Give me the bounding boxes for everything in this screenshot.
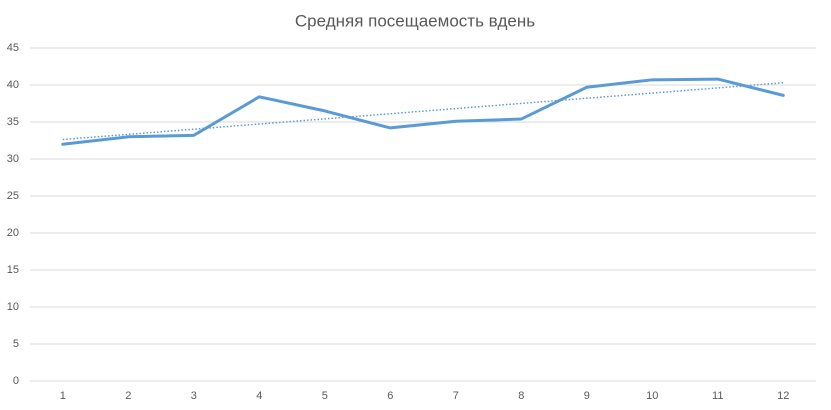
y-tick-label: 25 [7, 190, 19, 202]
x-tick-label: 3 [191, 390, 197, 402]
x-tick-label: 1 [60, 390, 66, 402]
y-tick-label: 10 [7, 301, 19, 313]
x-tick-label: 7 [453, 390, 459, 402]
x-tick-label: 10 [646, 390, 658, 402]
x-tick-label: 4 [256, 390, 262, 402]
line-series [61, 77, 785, 146]
y-tick-label: 45 [7, 42, 19, 54]
x-tick-label: 2 [125, 390, 131, 402]
trendline [62, 82, 784, 141]
x-tick-label: 12 [777, 390, 789, 402]
chart-title: Средняя посещаемость вдень [295, 11, 535, 30]
y-tick-label: 20 [7, 227, 19, 239]
x-tick-label: 6 [387, 390, 393, 402]
y-tick-label: 15 [7, 264, 19, 276]
y-tick-label: 35 [7, 116, 19, 128]
x-tick-label: 9 [584, 390, 590, 402]
y-tick-label: 40 [7, 79, 19, 91]
y-tick-label: 5 [13, 338, 19, 350]
x-tick-label: 11 [712, 390, 723, 402]
x-tick-label: 8 [518, 390, 524, 402]
y-tick-label: 0 [13, 375, 19, 387]
x-tick-label: 5 [322, 390, 328, 402]
y-tick-label: 30 [7, 153, 19, 165]
